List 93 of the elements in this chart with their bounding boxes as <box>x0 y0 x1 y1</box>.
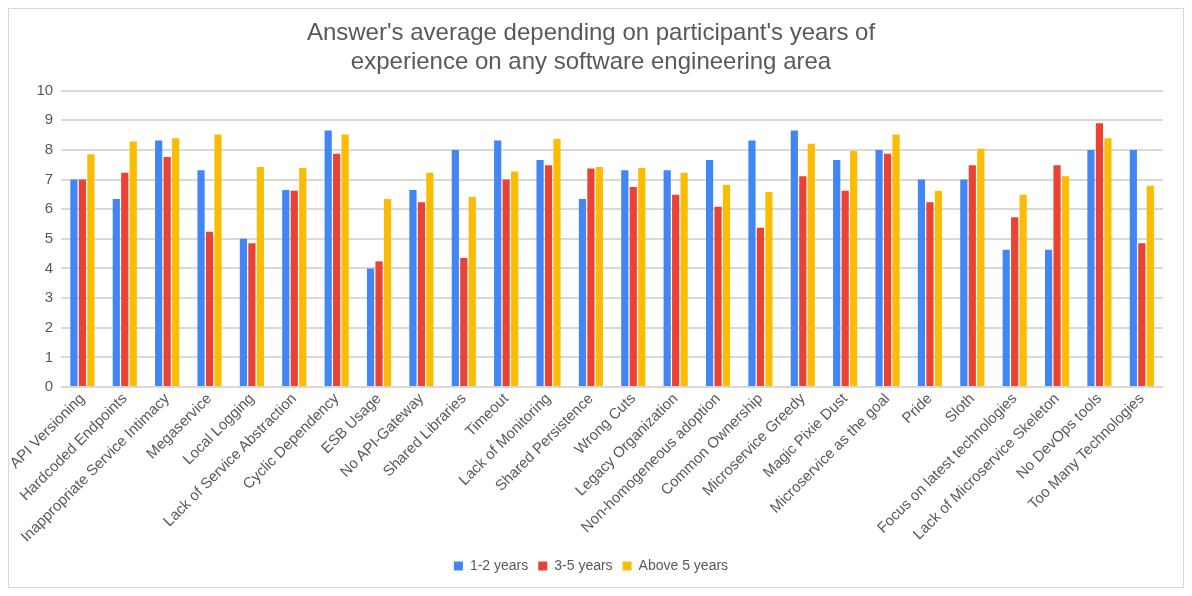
bar <box>129 141 137 387</box>
bar <box>536 159 544 387</box>
bar <box>417 202 426 387</box>
bar <box>875 149 883 387</box>
bar <box>451 149 459 387</box>
bar <box>383 199 392 387</box>
bar <box>502 179 510 387</box>
bar <box>807 143 815 387</box>
bar <box>960 179 968 387</box>
bar <box>341 134 349 387</box>
bar <box>1019 194 1027 387</box>
y-tick-label: 1 <box>44 347 54 365</box>
bar <box>714 206 722 387</box>
bar <box>214 134 222 387</box>
bar <box>248 243 256 387</box>
bar <box>841 190 849 387</box>
bar <box>282 189 290 387</box>
bar <box>578 199 587 387</box>
bar <box>799 176 807 387</box>
bar <box>333 153 341 387</box>
bar <box>426 172 434 387</box>
bar <box>172 138 180 387</box>
bar <box>934 190 943 387</box>
y-tick-label: 10 <box>36 80 54 98</box>
bar <box>977 148 985 387</box>
bar <box>121 172 129 387</box>
bar <box>299 167 307 387</box>
bar <box>663 170 671 387</box>
legend-label: 1-2 years <box>469 556 529 573</box>
bar <box>1002 249 1010 387</box>
bar <box>163 157 171 387</box>
bar <box>680 172 688 387</box>
bar <box>917 179 926 387</box>
bar <box>511 171 519 387</box>
y-tick-label: 7 <box>44 169 54 187</box>
y-tick-label: 5 <box>44 228 54 246</box>
y-tick-label: 9 <box>44 110 54 128</box>
bar <box>1053 165 1061 387</box>
bar <box>833 159 841 387</box>
bar <box>926 202 934 387</box>
bar <box>1146 185 1154 387</box>
bar <box>850 151 858 387</box>
bar <box>290 190 298 387</box>
bar <box>553 138 561 387</box>
bar <box>494 140 502 387</box>
y-tick-label: 2 <box>44 317 54 335</box>
y-tick-label: 3 <box>44 288 54 306</box>
bar <box>629 186 637 387</box>
bar <box>409 189 417 387</box>
bar <box>672 194 680 387</box>
bar <box>375 261 383 387</box>
bar <box>544 165 553 387</box>
bar <box>790 130 798 387</box>
bar <box>638 167 646 387</box>
bar <box>239 238 248 387</box>
bar <box>595 167 603 387</box>
bar <box>70 179 78 387</box>
bar <box>468 197 476 387</box>
bar <box>1129 149 1137 387</box>
bar <box>366 268 375 387</box>
bar <box>765 191 773 387</box>
bar <box>621 170 629 387</box>
bar <box>1104 138 1112 387</box>
bar <box>892 134 900 387</box>
bar <box>155 140 163 387</box>
bar <box>756 227 765 387</box>
bar <box>256 167 264 387</box>
bar <box>722 184 731 387</box>
chart-title: Answer's average depending on participant's years of experience on any software engineering area <box>306 18 876 74</box>
y-tick-label: 6 <box>44 199 54 217</box>
bar <box>968 165 976 387</box>
legend-label: 3-5 years <box>554 556 613 573</box>
bar <box>883 153 892 387</box>
bar <box>1061 176 1070 387</box>
bar <box>1138 243 1146 387</box>
legend-label: Above 5 years <box>638 556 729 573</box>
bar <box>78 179 86 387</box>
bar <box>205 231 214 387</box>
y-tick-label: 4 <box>44 258 54 276</box>
bar <box>1044 249 1053 387</box>
bar <box>587 168 595 387</box>
bar <box>460 258 468 387</box>
bar <box>748 140 756 387</box>
bar <box>705 159 714 387</box>
bar <box>87 154 95 387</box>
bar <box>197 170 205 387</box>
bar <box>1095 123 1104 387</box>
bar <box>1011 217 1019 387</box>
bar <box>324 130 332 387</box>
y-tick-label: 0 <box>44 377 54 395</box>
bar <box>112 199 120 387</box>
bar <box>1087 149 1095 387</box>
y-tick-label: 8 <box>44 140 54 158</box>
